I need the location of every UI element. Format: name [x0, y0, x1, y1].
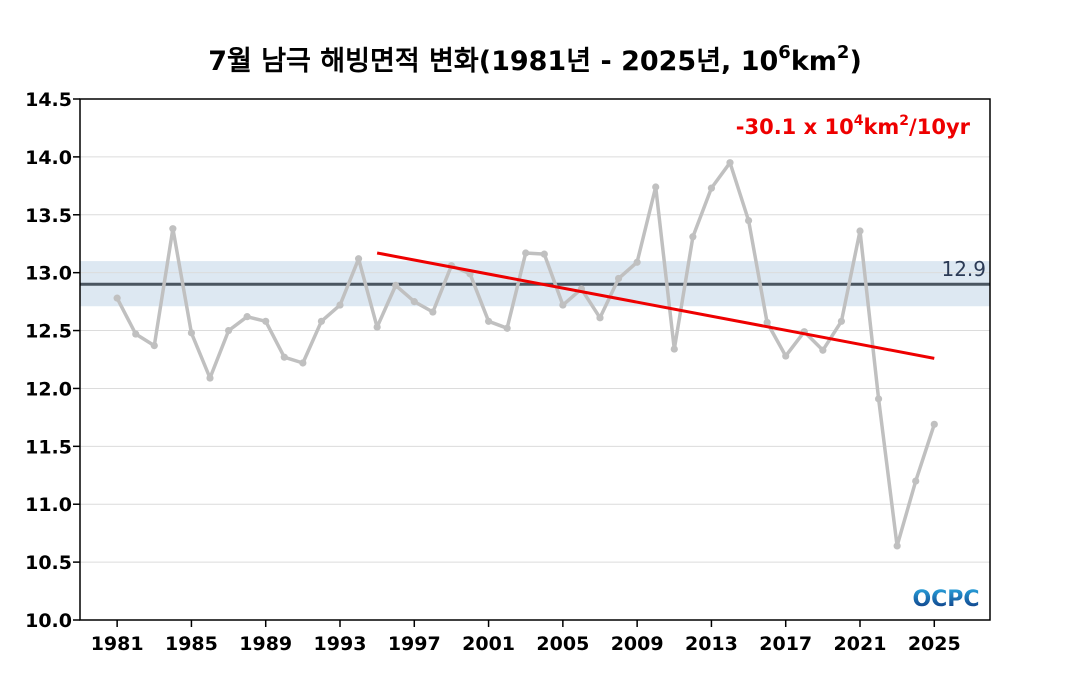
data-point-1989 [262, 317, 270, 325]
y-tick-label: 12.5 [25, 321, 72, 343]
data-point-2015 [744, 216, 753, 225]
x-tick-label: 2021 [834, 633, 887, 655]
y-tick-label: 10.0 [25, 610, 72, 632]
plot-frame [79, 98, 991, 621]
data-point-2022 [874, 395, 883, 403]
data-point-2024 [912, 477, 920, 485]
data-point-1982 [132, 330, 140, 338]
y-tick-label: 13.5 [25, 205, 72, 227]
data-point-2012 [689, 233, 697, 241]
data-point-2001 [484, 317, 493, 325]
data-point-2025 [930, 420, 938, 428]
x-tick-label: 2013 [685, 633, 738, 655]
x-tick-label: 2001 [462, 633, 515, 655]
trend-label: -30.1 x 104km2/10yr [736, 113, 971, 139]
x-tick-label: 2009 [611, 633, 664, 655]
x-tick-label: 1985 [165, 633, 218, 655]
y-axis: 10.0 10.5 11.0 11.5 12.0 12.5 13.0 13.5 14.0 14.5 [25, 89, 80, 632]
data-point-2010 [652, 183, 660, 191]
ocpc-logo: OCPC [912, 587, 979, 612]
data-point-2007 [596, 314, 604, 322]
x-tick-label: 2025 [908, 633, 961, 655]
y-tick-label: 14.0 [25, 147, 72, 169]
y-tick-label: 13.0 [25, 263, 72, 285]
data-point-1983 [150, 342, 158, 350]
data-point-1992 [317, 317, 326, 325]
data-point-2013 [707, 184, 716, 192]
x-tick-label: 1997 [388, 633, 441, 655]
data-point-2011 [670, 345, 678, 353]
data-point-1988 [243, 313, 251, 321]
data-point-2021 [856, 227, 864, 235]
data-point-1985 [187, 329, 196, 337]
mean-label: 12.9 [941, 257, 986, 281]
data-point-1984 [169, 225, 177, 233]
data-point-1994 [354, 255, 363, 263]
data-point-1995 [373, 323, 381, 331]
y-tick-label: 11.5 [25, 436, 72, 458]
x-tick-label: 2017 [759, 633, 812, 655]
data-point-1996 [392, 281, 400, 290]
y-tick-label: 11.0 [25, 494, 72, 516]
y-tick-label: 12.0 [25, 378, 72, 400]
data-point-2004 [540, 250, 548, 258]
x-tick-label: 1981 [91, 633, 144, 655]
x-tick-label: 1993 [314, 633, 367, 655]
data-point-1997 [410, 298, 418, 306]
y-tick-label: 14.5 [25, 89, 72, 111]
data-point-2020 [837, 317, 846, 325]
data-point-2014 [726, 159, 734, 167]
data-point-1990 [280, 353, 288, 361]
data-point-2016 [763, 318, 771, 327]
data-point-2009 [633, 258, 641, 266]
y-tick-label: 10.5 [25, 552, 72, 574]
data-point-2002 [503, 324, 511, 332]
x-axis: 1981 1985 1989 1993 1997 2001 2005 2009 2013 2017… [91, 620, 961, 655]
series-group [113, 159, 938, 550]
data-point-2019 [819, 346, 827, 354]
data-point-2008 [614, 274, 623, 283]
data-point-2003 [522, 249, 530, 257]
x-tick-label: 1989 [239, 633, 292, 655]
series-line [115, 160, 936, 548]
data-point-2005 [559, 301, 567, 309]
data-point-2023 [893, 542, 901, 550]
chart-title: 7월 남극 해빙면적 변화(1981년 - 2025년, 106km2) [208, 42, 862, 77]
data-point-1993 [336, 301, 344, 309]
logo-text: OCPC [912, 587, 979, 612]
data-point-1987 [224, 326, 233, 335]
x-tick-label: 2005 [536, 633, 589, 655]
data-point-1981 [113, 294, 121, 302]
plot-area: 12.9 -30.1 x 104km2/10yr 10.0 10.5 11.0 11.… [25, 89, 991, 655]
data-point-2017 [782, 352, 790, 360]
data-point-1991 [299, 359, 307, 367]
data-point-1998 [429, 308, 437, 316]
data-point-1986 [206, 374, 214, 382]
trend-line [376, 251, 935, 360]
